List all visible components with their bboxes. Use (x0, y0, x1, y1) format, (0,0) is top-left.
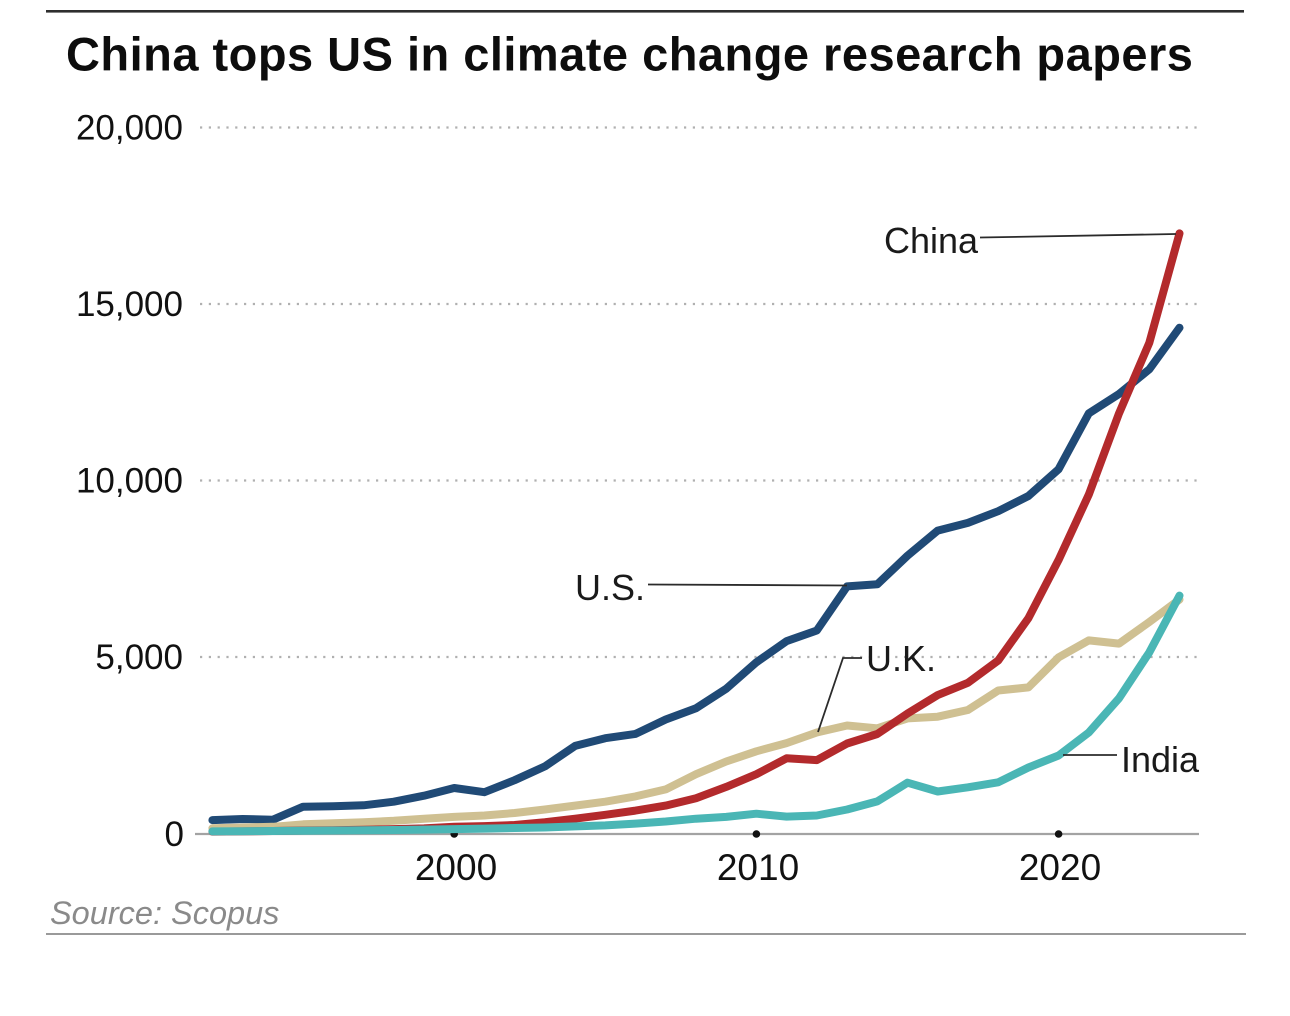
svg-text:India: India (1121, 739, 1200, 780)
svg-text:2000: 2000 (415, 847, 497, 888)
svg-text:2020: 2020 (1019, 847, 1101, 888)
svg-text:U.K.: U.K. (866, 638, 936, 679)
svg-text:China: China (884, 220, 979, 261)
svg-text:5,000: 5,000 (95, 638, 183, 677)
svg-text:20,000: 20,000 (76, 109, 183, 148)
svg-text:10,000: 10,000 (76, 462, 183, 501)
svg-text:Source: Scopus: Source: Scopus (50, 895, 279, 931)
svg-text:2010: 2010 (717, 847, 799, 888)
svg-text:China tops US in climate chang: China tops US in climate change research… (66, 28, 1193, 81)
svg-text:0: 0 (165, 815, 184, 854)
svg-text:15,000: 15,000 (76, 285, 183, 324)
svg-text:U.S.: U.S. (575, 567, 645, 608)
